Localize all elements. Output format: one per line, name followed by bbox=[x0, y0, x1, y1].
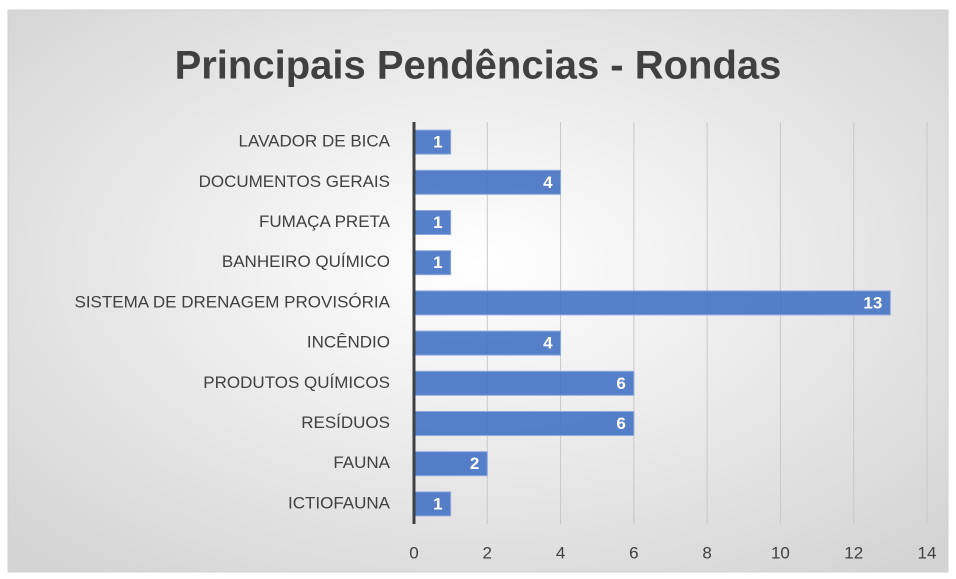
x-tick-label: 10 bbox=[771, 543, 790, 562]
y-tick-label: SISTEMA DE DRENAGEM PROVISÓRIA bbox=[74, 292, 390, 311]
data-label: 1 bbox=[433, 494, 442, 513]
y-tick-label: FUMAÇA PRETA bbox=[259, 212, 391, 231]
data-label: 1 bbox=[433, 133, 442, 152]
bar bbox=[413, 330, 562, 356]
y-tick-label: DOCUMENTOS GERAIS bbox=[199, 172, 390, 191]
y-tick-label: ICTIOFAUNA bbox=[288, 493, 391, 512]
chart-title: Principais Pendências - Rondas bbox=[175, 44, 782, 88]
x-tick-label: 14 bbox=[918, 543, 937, 562]
data-label: 13 bbox=[863, 293, 882, 312]
bar bbox=[413, 411, 635, 436]
bar bbox=[413, 250, 452, 276]
data-label: 4 bbox=[543, 173, 553, 192]
data-label: 6 bbox=[616, 374, 625, 393]
y-tick-label: INCÊNDIO bbox=[307, 333, 390, 352]
data-label: 6 bbox=[616, 414, 625, 433]
data-label: 2 bbox=[470, 454, 479, 473]
bar bbox=[413, 290, 891, 316]
y-tick-label: PRODUTOS QUÍMICOS bbox=[203, 373, 390, 392]
y-tick-label: FAUNA bbox=[333, 453, 390, 472]
x-tick-label: 6 bbox=[629, 543, 638, 562]
bar bbox=[413, 169, 562, 195]
x-tick-label: 8 bbox=[702, 543, 711, 562]
bar bbox=[413, 370, 635, 396]
bar bbox=[413, 491, 452, 517]
x-tick-label: 0 bbox=[409, 543, 418, 562]
data-label: 1 bbox=[433, 253, 442, 272]
data-label: 1 bbox=[433, 213, 442, 232]
bar bbox=[413, 129, 452, 155]
x-tick-label: 4 bbox=[556, 543, 565, 562]
bar bbox=[413, 451, 488, 477]
y-tick-label: RESÍDUOS bbox=[301, 413, 390, 432]
data-label: 4 bbox=[543, 334, 553, 353]
y-tick-label: LAVADOR DE BICA bbox=[239, 132, 391, 151]
x-tick-label: 12 bbox=[844, 543, 863, 562]
x-tick-label: 2 bbox=[483, 543, 492, 562]
bar bbox=[413, 210, 452, 235]
y-tick-label: BANHEIRO QUÍMICO bbox=[222, 252, 390, 271]
